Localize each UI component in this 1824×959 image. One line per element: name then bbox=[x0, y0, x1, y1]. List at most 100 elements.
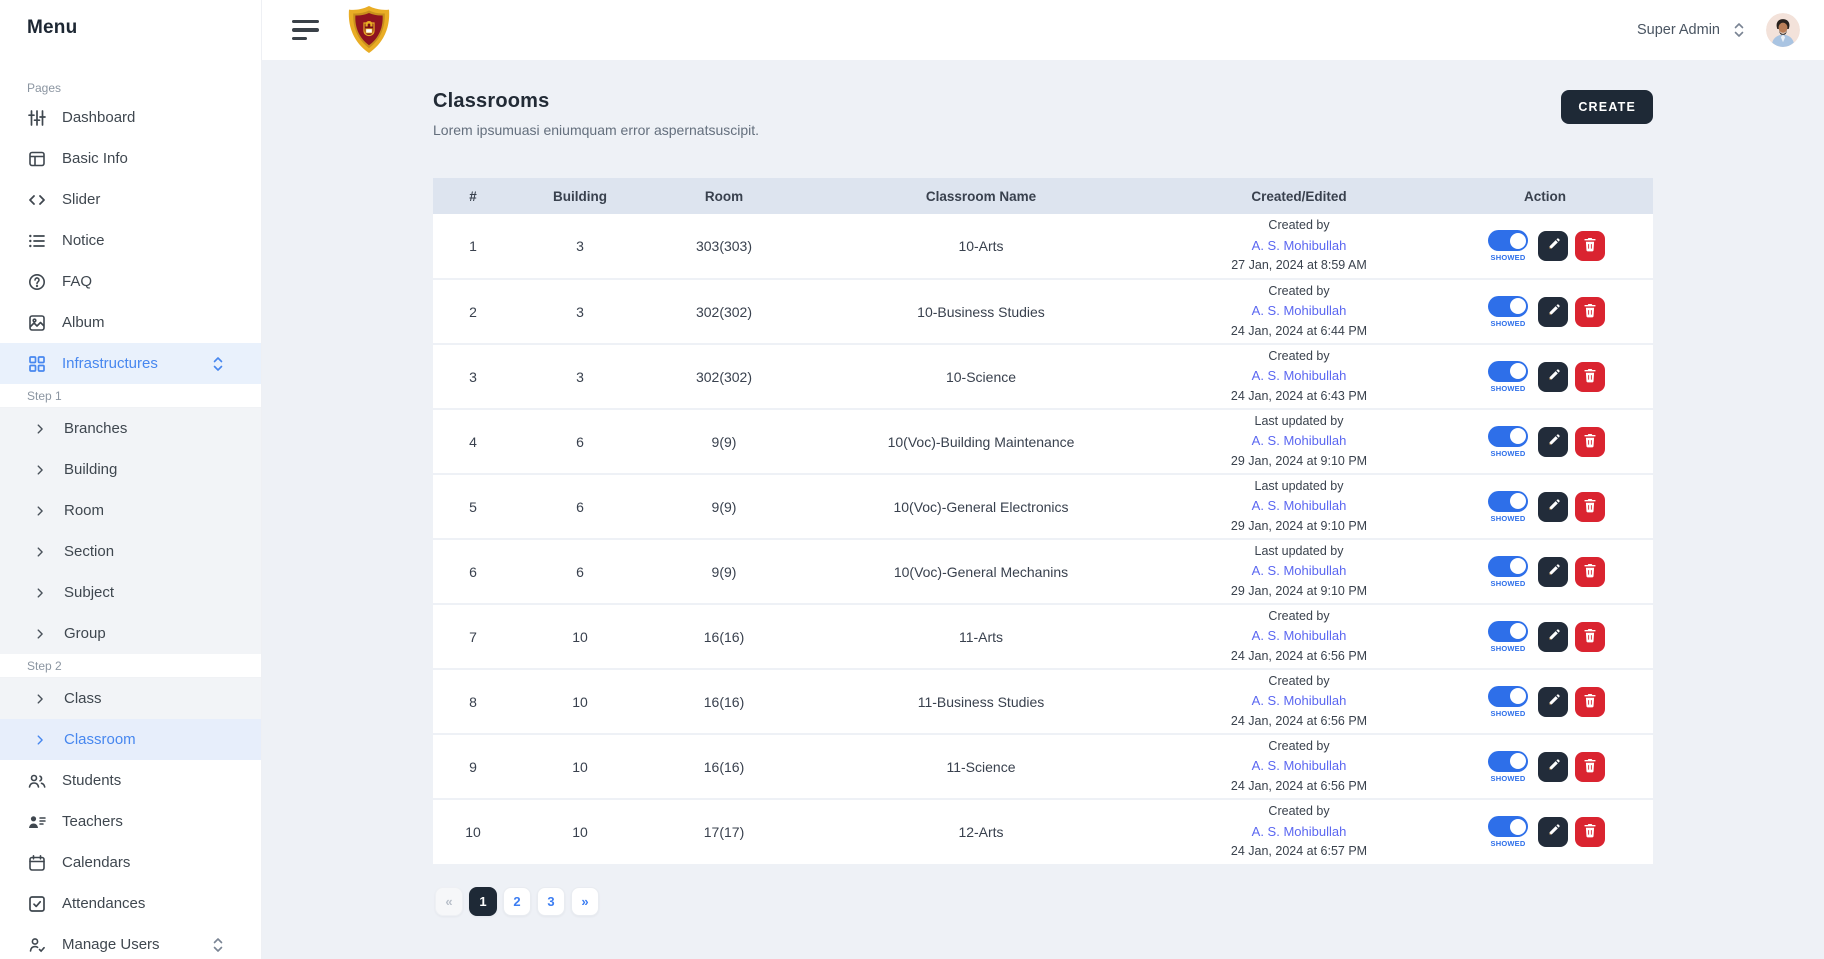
delete-button[interactable] bbox=[1575, 296, 1605, 327]
room-cell: 16(16) bbox=[647, 734, 801, 800]
author-link[interactable]: A. S. Mohibullah bbox=[1251, 368, 1347, 384]
visibility-toggle[interactable]: SHOWED bbox=[1485, 750, 1531, 783]
visibility-toggle[interactable]: SHOWED bbox=[1485, 620, 1531, 653]
trash-icon bbox=[1583, 758, 1597, 776]
sidebar-item-faq[interactable]: FAQ bbox=[0, 261, 261, 302]
sidebar-item-teachers[interactable]: Teachers bbox=[0, 801, 261, 842]
visibility-toggle[interactable]: SHOWED bbox=[1485, 555, 1531, 588]
sidebar-item-classroom[interactable]: Classroom bbox=[0, 719, 261, 760]
delete-button[interactable] bbox=[1575, 426, 1605, 457]
timestamp-label: 29 Jan, 2024 at 9:10 PM bbox=[1230, 518, 1368, 533]
toggle-switch[interactable] bbox=[1488, 360, 1528, 382]
delete-button[interactable] bbox=[1575, 751, 1605, 782]
sidebar-item-section[interactable]: Section bbox=[0, 531, 261, 572]
action-cell: SHOWED bbox=[1437, 409, 1653, 475]
edit-button[interactable] bbox=[1538, 231, 1568, 261]
building-cell: 10 bbox=[513, 669, 647, 735]
row-number-cell: 6 bbox=[433, 539, 513, 605]
action-type-label: Created by bbox=[1268, 283, 1330, 298]
user-role-label[interactable]: Super Admin bbox=[1636, 22, 1720, 38]
edit-button[interactable] bbox=[1538, 817, 1568, 847]
selector-icon[interactable] bbox=[1732, 20, 1746, 40]
user-avatar[interactable] bbox=[1766, 13, 1800, 47]
visibility-toggle[interactable]: SHOWED bbox=[1485, 685, 1531, 718]
sidebar-item-basic-info[interactable]: Basic Info bbox=[0, 138, 261, 179]
sidebar-item-group[interactable]: Group bbox=[0, 613, 261, 654]
edit-button[interactable] bbox=[1538, 556, 1568, 587]
author-link[interactable]: A. S. Mohibullah bbox=[1251, 693, 1347, 709]
delete-button[interactable] bbox=[1575, 817, 1605, 847]
edit-button[interactable] bbox=[1538, 751, 1568, 782]
visibility-toggle[interactable]: SHOWED bbox=[1485, 490, 1531, 523]
toggle-switch[interactable] bbox=[1488, 750, 1528, 772]
delete-button[interactable] bbox=[1575, 556, 1605, 587]
table-row: 1 3 303(303) 10-Arts Created by A. S. Mohibul… bbox=[433, 214, 1653, 280]
action-cell: SHOWED bbox=[1437, 604, 1653, 670]
author-link[interactable]: A. S. Mohibullah bbox=[1251, 758, 1347, 774]
toggle-switch[interactable] bbox=[1488, 620, 1528, 642]
author-link[interactable]: A. S. Mohibullah bbox=[1251, 823, 1347, 839]
edit-button[interactable] bbox=[1538, 491, 1568, 522]
visibility-toggle[interactable]: SHOWED bbox=[1485, 425, 1531, 458]
delete-button[interactable] bbox=[1575, 491, 1605, 522]
toggle-switch[interactable] bbox=[1488, 685, 1528, 707]
visibility-toggle[interactable]: SHOWED bbox=[1485, 230, 1531, 262]
edit-button[interactable] bbox=[1538, 686, 1568, 717]
sidebar-item-calendars[interactable]: Calendars bbox=[0, 842, 261, 883]
delete-button[interactable] bbox=[1575, 686, 1605, 717]
sidebar-item-students[interactable]: Students bbox=[0, 760, 261, 801]
author-link[interactable]: A. S. Mohibullah bbox=[1251, 563, 1347, 579]
create-button[interactable]: CREATE bbox=[1561, 90, 1653, 124]
edit-button[interactable] bbox=[1538, 361, 1568, 392]
pencil-icon bbox=[1546, 823, 1561, 841]
page-title: Classrooms bbox=[433, 90, 550, 112]
edit-button[interactable] bbox=[1538, 426, 1568, 457]
author-link[interactable]: A. S. Mohibullah bbox=[1251, 237, 1347, 253]
sidebar-item-label: Group bbox=[64, 625, 106, 642]
toggle-switch[interactable] bbox=[1488, 555, 1528, 577]
sidebar-item-notice[interactable]: Notice bbox=[0, 220, 261, 261]
trash-icon bbox=[1583, 563, 1597, 581]
toggle-switch[interactable] bbox=[1488, 816, 1528, 837]
toggle-switch[interactable] bbox=[1488, 425, 1528, 447]
author-link[interactable]: A. S. Mohibullah bbox=[1251, 498, 1347, 514]
toggle-switch[interactable] bbox=[1488, 230, 1528, 251]
delete-button[interactable] bbox=[1575, 621, 1605, 652]
delete-button[interactable] bbox=[1575, 361, 1605, 392]
visibility-toggle[interactable]: SHOWED bbox=[1485, 295, 1531, 328]
pagination-page-2[interactable]: 2 bbox=[503, 887, 531, 916]
sidebar-item-dashboard[interactable]: Dashboard bbox=[0, 97, 261, 138]
sidebar-item-manage-users[interactable]: Manage Users bbox=[0, 924, 261, 959]
edit-button[interactable] bbox=[1538, 621, 1568, 652]
pagination-next[interactable]: » bbox=[571, 887, 599, 916]
sidebar-item-room[interactable]: Room bbox=[0, 490, 261, 531]
edit-button[interactable] bbox=[1538, 296, 1568, 327]
author-link[interactable]: A. S. Mohibullah bbox=[1251, 433, 1347, 449]
chevron-right-icon bbox=[33, 692, 47, 706]
table-row: 10 10 17(17) 12-Arts Created by A. S. Mohibul… bbox=[433, 799, 1653, 864]
sidebar-item-subject[interactable]: Subject bbox=[0, 572, 261, 613]
toggle-switch[interactable] bbox=[1488, 490, 1528, 512]
table-row: 9 10 16(16) 11-Science Created by A. S. Mohib… bbox=[433, 734, 1653, 800]
sidebar-item-album[interactable]: Album bbox=[0, 302, 261, 343]
visibility-toggle[interactable]: SHOWED bbox=[1485, 360, 1531, 393]
sidebar-item-building[interactable]: Building bbox=[0, 449, 261, 490]
sidebar-nav: Pages Dashboard Basic Info Slider Notice FAQ A… bbox=[0, 81, 261, 959]
visibility-toggle[interactable]: SHOWED bbox=[1485, 816, 1531, 848]
hamburger-icon[interactable] bbox=[292, 20, 319, 40]
sidebar-item-slider[interactable]: Slider bbox=[0, 179, 261, 220]
created-edited-cell: Created by A. S. Mohibullah 27 Jan, 2024 a… bbox=[1161, 214, 1437, 280]
pagination-page-1[interactable]: 1 bbox=[469, 887, 497, 916]
author-link[interactable]: A. S. Mohibullah bbox=[1251, 628, 1347, 644]
pagination-page-3[interactable]: 3 bbox=[537, 887, 565, 916]
author-link[interactable]: A. S. Mohibullah bbox=[1251, 303, 1347, 319]
sidebar-item-attendances[interactable]: Attendances bbox=[0, 883, 261, 924]
toggle-switch[interactable] bbox=[1488, 295, 1528, 317]
sidebar-item-class[interactable]: Class bbox=[0, 678, 261, 719]
delete-button[interactable] bbox=[1575, 231, 1605, 261]
notice-icon bbox=[27, 231, 47, 251]
sidebar-item-branches[interactable]: Branches bbox=[0, 408, 261, 449]
sidebar-item-infrastructures[interactable]: Infrastructures bbox=[0, 343, 261, 384]
toggle-state-label: SHOWED bbox=[1490, 773, 1526, 783]
table-row: 3 3 302(302) 10-Science Created by A. S. Mohi… bbox=[433, 344, 1653, 410]
